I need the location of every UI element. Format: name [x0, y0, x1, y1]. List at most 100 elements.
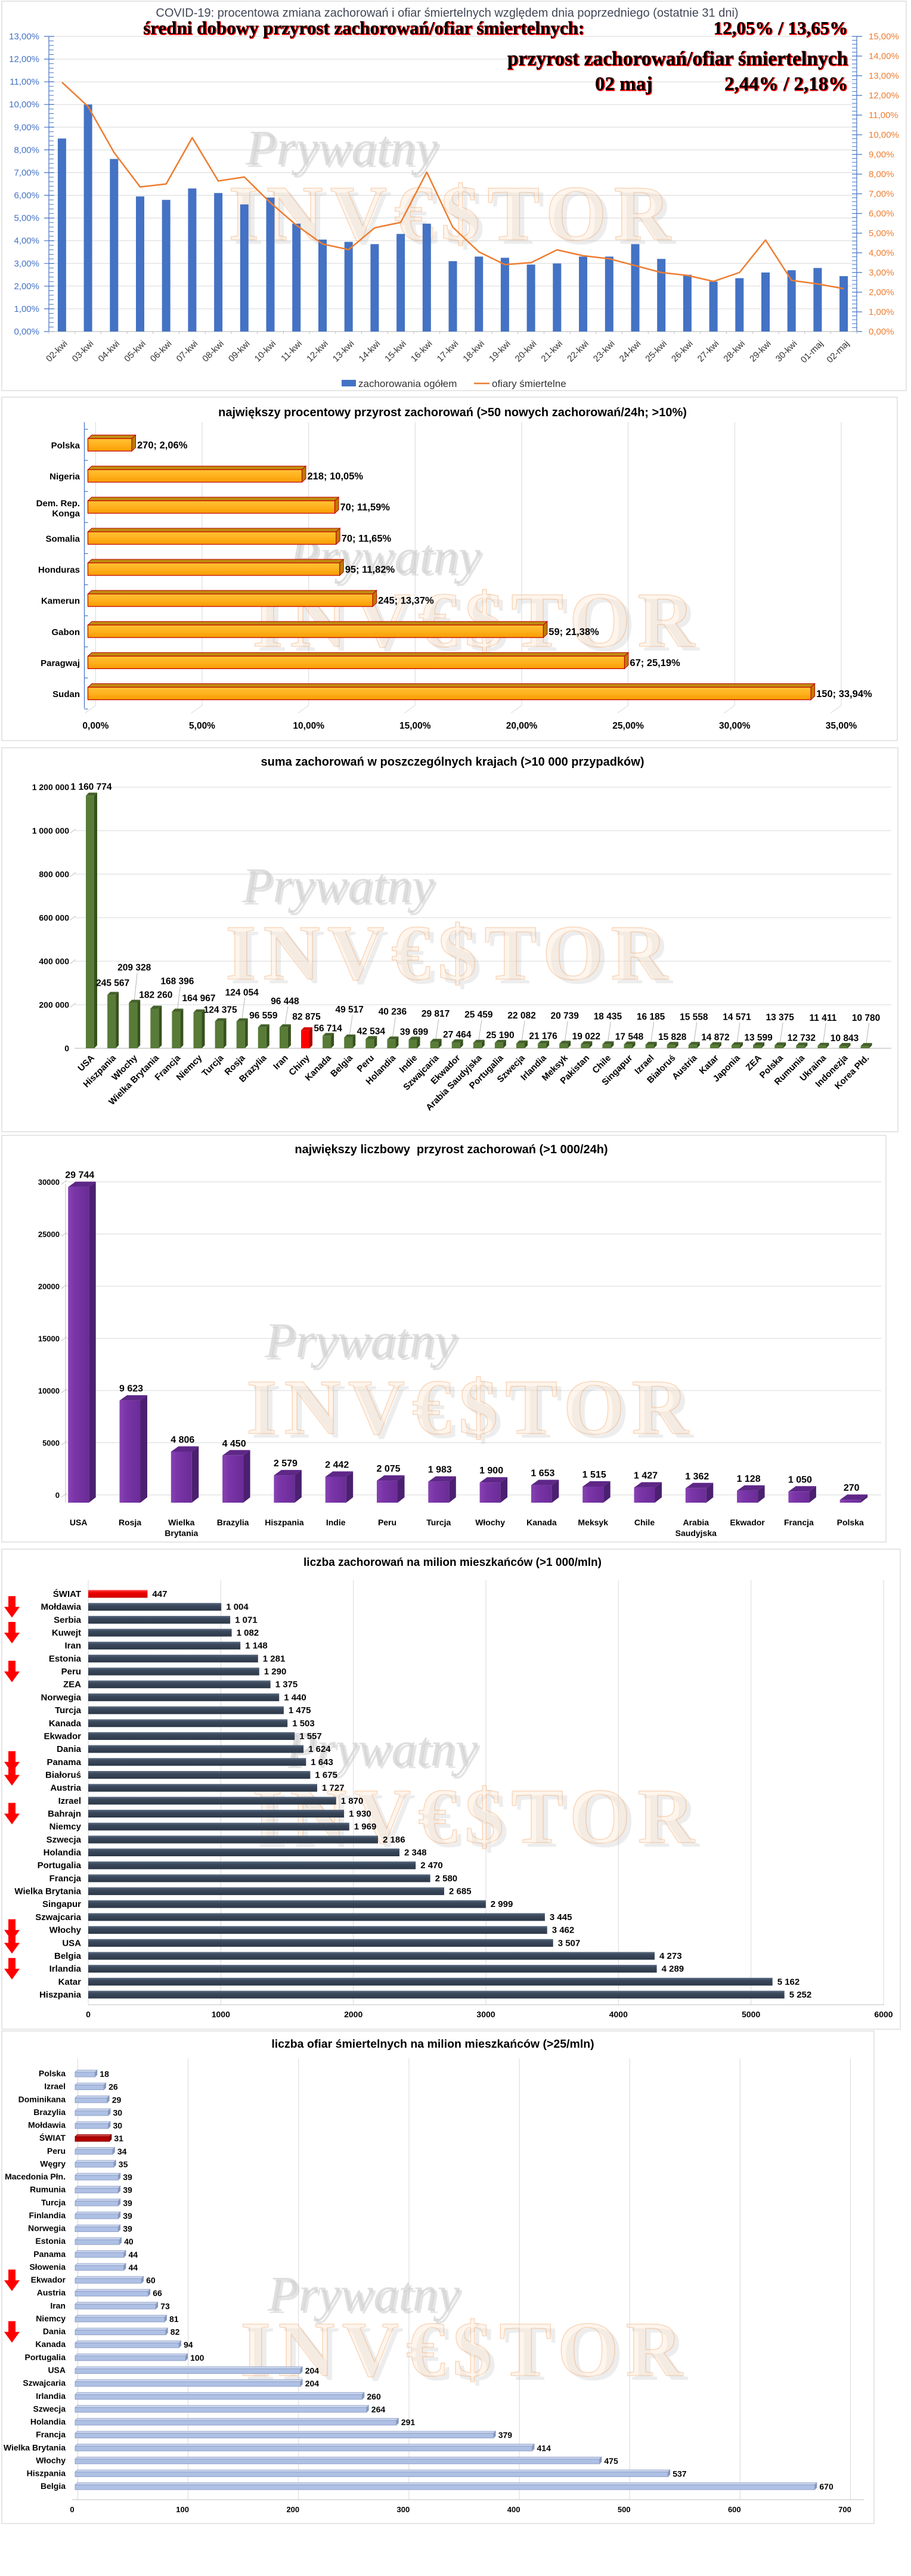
svg-text:204: 204 [305, 2379, 320, 2388]
svg-text:168 396: 168 396 [160, 977, 194, 987]
svg-text:4 273: 4 273 [659, 1951, 682, 1961]
svg-text:537: 537 [673, 2469, 687, 2479]
svg-text:39: 39 [123, 2198, 132, 2207]
svg-text:5 252: 5 252 [789, 1990, 812, 2000]
svg-text:1 870: 1 870 [341, 1796, 364, 1806]
svg-text:11,00%: 11,00% [869, 110, 898, 120]
svg-text:17 548: 17 548 [615, 1032, 644, 1042]
svg-text:1 200 000: 1 200 000 [32, 782, 69, 792]
svg-text:3,00%: 3,00% [869, 268, 894, 278]
svg-text:94: 94 [184, 2340, 193, 2349]
svg-text:Norwegia: Norwegia [41, 1692, 81, 1702]
svg-text:4 289: 4 289 [662, 1964, 684, 1974]
svg-text:Prywatny: Prywatny [264, 1313, 457, 1368]
svg-text:150; 33,94%: 150; 33,94% [816, 689, 872, 699]
svg-text:29 744: 29 744 [65, 1171, 94, 1181]
svg-text:39: 39 [123, 2185, 132, 2195]
svg-text:Belgia: Belgia [54, 1951, 82, 1961]
svg-text:Polska: Polska [837, 1518, 864, 1527]
svg-text:400 000: 400 000 [39, 956, 69, 966]
svg-text:96 448: 96 448 [271, 996, 299, 1007]
svg-text:12,00%: 12,00% [869, 91, 899, 101]
svg-text:02 maj: 02 maj [596, 74, 653, 95]
svg-text:73: 73 [160, 2301, 170, 2311]
svg-text:Holandia: Holandia [44, 1848, 82, 1858]
svg-text:14 571: 14 571 [723, 1013, 751, 1023]
svg-text:INV€$TOR: INV€$TOR [251, 1367, 701, 1455]
svg-text:Konga: Konga [52, 509, 80, 519]
svg-text:13,00%: 13,00% [9, 32, 39, 42]
svg-text:średni dobowy przyrost zachoro: średni dobowy przyrost zachorowań/ofiar … [143, 17, 584, 38]
svg-text:liczba ofiar śmiertelnych na m: liczba ofiar śmiertelnych na milion mies… [271, 2038, 594, 2051]
svg-text:Słowenia: Słowenia [29, 2262, 66, 2271]
svg-text:1 004: 1 004 [226, 1602, 249, 1612]
svg-text:Hiszpania: Hiszpania [27, 2469, 66, 2478]
svg-text:Belgia: Belgia [41, 2481, 66, 2491]
svg-text:2,44% / 2,18%: 2,44% / 2,18% [725, 74, 848, 95]
svg-text:Brazylia: Brazylia [217, 1518, 249, 1527]
svg-text:30000: 30000 [38, 1178, 60, 1187]
svg-text:2,00%: 2,00% [869, 287, 894, 298]
svg-text:13,00%: 13,00% [869, 71, 899, 81]
svg-text:1 427: 1 427 [634, 1471, 658, 1481]
svg-text:25 459: 25 459 [464, 1010, 493, 1020]
svg-text:270; 2,06%: 270; 2,06% [137, 440, 188, 451]
svg-text:Mołdawia: Mołdawia [41, 1602, 81, 1612]
svg-text:INV€$TOR: INV€$TOR [252, 576, 702, 664]
svg-text:81: 81 [169, 2314, 179, 2324]
svg-text:25000: 25000 [38, 1230, 60, 1239]
svg-text:27 464: 27 464 [443, 1030, 472, 1040]
svg-text:95; 11,82%: 95; 11,82% [345, 565, 395, 575]
svg-text:Niemcy: Niemcy [36, 2314, 66, 2323]
svg-text:12 732: 12 732 [788, 1033, 816, 1043]
svg-text:13 599: 13 599 [744, 1033, 773, 1043]
svg-text:5000: 5000 [42, 1439, 60, 1448]
svg-text:Saudyjska: Saudyjska [675, 1528, 717, 1538]
svg-text:Iran: Iran [50, 2301, 66, 2310]
svg-text:13 375: 13 375 [766, 1013, 794, 1023]
svg-text:447: 447 [152, 1589, 167, 1599]
svg-text:49 517: 49 517 [335, 1005, 363, 1015]
svg-text:Hiszpania: Hiszpania [39, 1990, 82, 2000]
svg-text:15,00%: 15,00% [399, 721, 431, 731]
svg-text:21 176: 21 176 [529, 1031, 557, 1041]
svg-text:Gabon: Gabon [52, 627, 80, 637]
svg-text:USA: USA [70, 1518, 88, 1527]
svg-text:Polska: Polska [39, 2069, 66, 2078]
svg-text:200 000: 200 000 [39, 1000, 69, 1010]
svg-text:7,00%: 7,00% [14, 168, 39, 178]
svg-text:USA: USA [48, 2366, 66, 2375]
svg-text:100: 100 [190, 2353, 204, 2363]
svg-text:10 843: 10 843 [831, 1033, 859, 1044]
svg-text:Indie: Indie [326, 1518, 346, 1527]
svg-text:260: 260 [367, 2392, 381, 2401]
svg-text:Panama: Panama [47, 1757, 81, 1767]
svg-text:Finlandia: Finlandia [29, 2210, 66, 2220]
svg-text:1 128: 1 128 [737, 1474, 761, 1484]
svg-text:Szwecja: Szwecja [33, 2404, 66, 2413]
svg-text:3 445: 3 445 [550, 1912, 572, 1922]
svg-text:INV€$TOR: INV€$TOR [240, 2305, 690, 2393]
svg-text:Szwajcaria: Szwajcaria [23, 2378, 66, 2388]
svg-text:Honduras: Honduras [38, 565, 80, 575]
svg-text:1 727: 1 727 [322, 1783, 345, 1793]
svg-text:1 675: 1 675 [315, 1770, 337, 1781]
svg-text:Arabia: Arabia [683, 1518, 709, 1527]
svg-text:Prywatny: Prywatny [244, 860, 437, 916]
svg-text:12,05% / 13,65%: 12,05% / 13,65% [714, 18, 848, 39]
svg-text:Ekwador: Ekwador [730, 1518, 765, 1527]
svg-text:Prywatny: Prywatny [247, 123, 441, 178]
svg-text:1 653: 1 653 [531, 1469, 554, 1479]
svg-text:29: 29 [112, 2095, 122, 2104]
svg-text:500: 500 [618, 2505, 631, 2514]
svg-text:0: 0 [64, 1044, 69, 1053]
svg-text:Prywatny: Prywatny [287, 1724, 481, 1779]
svg-text:3,00%: 3,00% [14, 259, 39, 269]
svg-text:5,00%: 5,00% [869, 228, 894, 239]
svg-text:Rumunia: Rumunia [30, 2185, 66, 2194]
svg-text:44: 44 [129, 2262, 138, 2272]
svg-text:1 148: 1 148 [245, 1641, 268, 1651]
svg-text:218; 10,05%: 218; 10,05% [308, 471, 364, 482]
svg-text:Norwegia: Norwegia [28, 2224, 66, 2233]
svg-text:9,00%: 9,00% [869, 150, 894, 160]
